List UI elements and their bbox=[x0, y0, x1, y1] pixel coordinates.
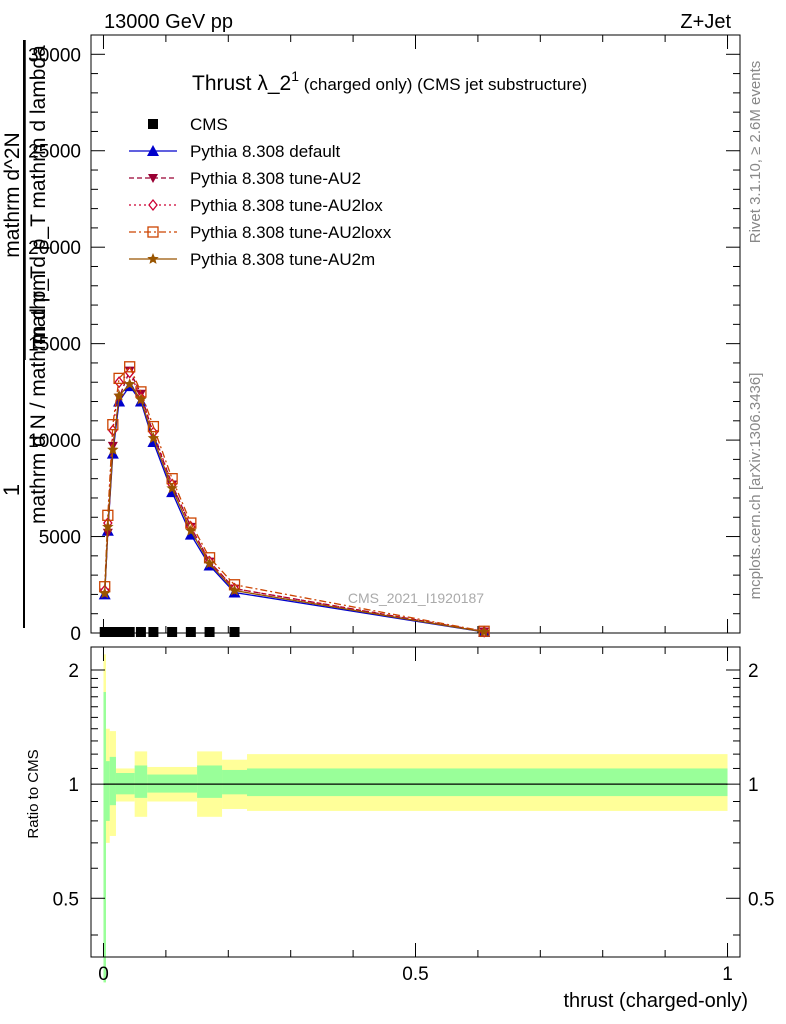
data-point bbox=[135, 627, 146, 637]
legend-marker bbox=[147, 253, 159, 264]
data-point bbox=[107, 627, 118, 637]
legend-entry-2: Pythia 8.308 tune-AU2 bbox=[129, 169, 361, 188]
legend-entry-4: Pythia 8.308 tune-AU2loxx bbox=[129, 223, 392, 242]
stat-uncertainty-band bbox=[103, 691, 106, 983]
plot-title: Thrust λ_21 (charged only) (CMS jet subs… bbox=[192, 68, 587, 95]
data-point bbox=[123, 378, 136, 390]
data-point bbox=[478, 625, 490, 637]
ratio-ytick-label: 0.5 bbox=[53, 889, 79, 910]
data-point bbox=[229, 627, 240, 637]
data-point bbox=[107, 419, 119, 431]
series-0 bbox=[99, 627, 240, 637]
legend-marker bbox=[148, 198, 158, 212]
plot-title-text: Thrust λ_21 (charged only) (CMS jet subs… bbox=[192, 68, 587, 95]
data-point bbox=[135, 393, 147, 405]
data-point bbox=[99, 587, 111, 599]
data-point bbox=[185, 524, 197, 536]
series-5 bbox=[99, 378, 490, 637]
data-point bbox=[113, 389, 125, 401]
legend-label: CMS bbox=[190, 115, 228, 134]
main-series-group bbox=[98, 361, 491, 638]
legend-entry-5: Pythia 8.308 tune-AU2m bbox=[129, 250, 375, 269]
stat-uncertainty-band bbox=[109, 756, 116, 806]
ratio-bands bbox=[103, 654, 728, 983]
data-point bbox=[203, 557, 216, 569]
legend-label: Pythia 8.308 tune-AU2loxx bbox=[190, 223, 392, 242]
title-main: Thrust λ_2 bbox=[192, 72, 291, 95]
legend-entry-1: Pythia 8.308 default bbox=[129, 142, 341, 161]
legend-marker bbox=[148, 119, 158, 129]
legend-label: Pythia 8.308 tune-AU2lox bbox=[190, 196, 383, 215]
rivet-label: Rivet 3.1.10, ≥ 2.6M events bbox=[747, 61, 764, 244]
stat-uncertainty-band bbox=[105, 761, 110, 821]
ratio-ytick-label-right: 1 bbox=[748, 775, 759, 796]
ratio-ytick-label-right: 2 bbox=[748, 661, 759, 682]
legend-marker bbox=[147, 145, 159, 156]
legend-marker bbox=[147, 226, 159, 238]
data-point bbox=[102, 520, 114, 532]
ylabel-denominator: mathrm d N / mathrm d p_T bbox=[27, 266, 50, 524]
data-point bbox=[228, 584, 241, 596]
process-label: Z+Jet bbox=[680, 11, 731, 33]
data-point bbox=[113, 372, 125, 385]
data-point bbox=[117, 627, 128, 637]
ratio-ytick-label-right: 0.5 bbox=[748, 889, 774, 910]
ratio-ytick-label: 1 bbox=[68, 775, 79, 796]
stat-uncertainty-band bbox=[247, 768, 728, 797]
legend-entry-3: Pythia 8.308 tune-AU2lox bbox=[129, 196, 383, 215]
stat-uncertainty-band bbox=[134, 765, 148, 798]
data-point bbox=[124, 627, 135, 637]
x-axis-label: thrust (charged-only) bbox=[563, 990, 748, 1012]
data-point bbox=[147, 420, 160, 433]
xtick-label: 0.5 bbox=[402, 964, 428, 985]
main-ytick-label: 15000 bbox=[28, 335, 81, 356]
data-point bbox=[204, 627, 215, 637]
xtick-label: 0 bbox=[98, 964, 109, 985]
ylabel-inner-numerator: mathrm d^2N bbox=[1, 132, 24, 257]
main-ytick-label: 10000 bbox=[28, 431, 81, 452]
title-superscript: 1 bbox=[291, 68, 299, 84]
data-point bbox=[148, 627, 159, 637]
legend-marker bbox=[148, 174, 158, 183]
legend-label: Pythia 8.308 default bbox=[190, 142, 341, 161]
series-line bbox=[104, 383, 485, 633]
main-ytick-label: 25000 bbox=[28, 142, 81, 163]
main-ytick-label: 5000 bbox=[39, 528, 81, 549]
ratio-ytick-label: 2 bbox=[68, 661, 79, 682]
legend-label: Pythia 8.308 tune-AU2 bbox=[190, 169, 361, 188]
data-point bbox=[167, 627, 178, 637]
stat-uncertainty-band bbox=[222, 769, 248, 795]
data-point bbox=[185, 627, 196, 637]
legend-entry-0: CMS bbox=[148, 115, 228, 134]
ratio-y-label: Ratio to CMS bbox=[25, 749, 42, 838]
energy-label: 13000 GeV pp bbox=[104, 11, 233, 33]
stat-uncertainty-band bbox=[197, 765, 223, 798]
main-ytick-label: 0 bbox=[70, 624, 81, 645]
ratio-ticks: 0.5 0.5 1 1 2 2 0 0.5 1 bbox=[53, 647, 774, 985]
main-ytick-label: 20000 bbox=[28, 238, 81, 259]
data-point bbox=[166, 482, 178, 494]
ylabel-numerator-1: 1 bbox=[0, 484, 24, 496]
title-rest: (charged only) (CMS jet substructure) bbox=[299, 75, 587, 94]
main-ytick-label: 30000 bbox=[28, 45, 81, 66]
data-point bbox=[147, 436, 160, 448]
ylabel-inner-denominator: mathrm d p_T mathrm d lambda bbox=[27, 45, 50, 345]
legend: CMS Pythia 8.308 default Pythia 8.308 tune… bbox=[129, 115, 392, 269]
data-point bbox=[147, 432, 160, 444]
xtick-label: 1 bbox=[722, 964, 733, 985]
main-y-ticks: 0 5000 10000 15000 20000 25000 30000 bbox=[28, 35, 740, 645]
legend-label: Pythia 8.308 tune-AU2m bbox=[190, 250, 375, 269]
analysis-watermark: CMS_2021_I1920187 bbox=[348, 590, 484, 606]
mcplots-label: mcplots.cern.ch [arXiv:1306.3436] bbox=[747, 373, 764, 600]
data-point bbox=[124, 361, 136, 373]
data-point bbox=[107, 443, 119, 455]
